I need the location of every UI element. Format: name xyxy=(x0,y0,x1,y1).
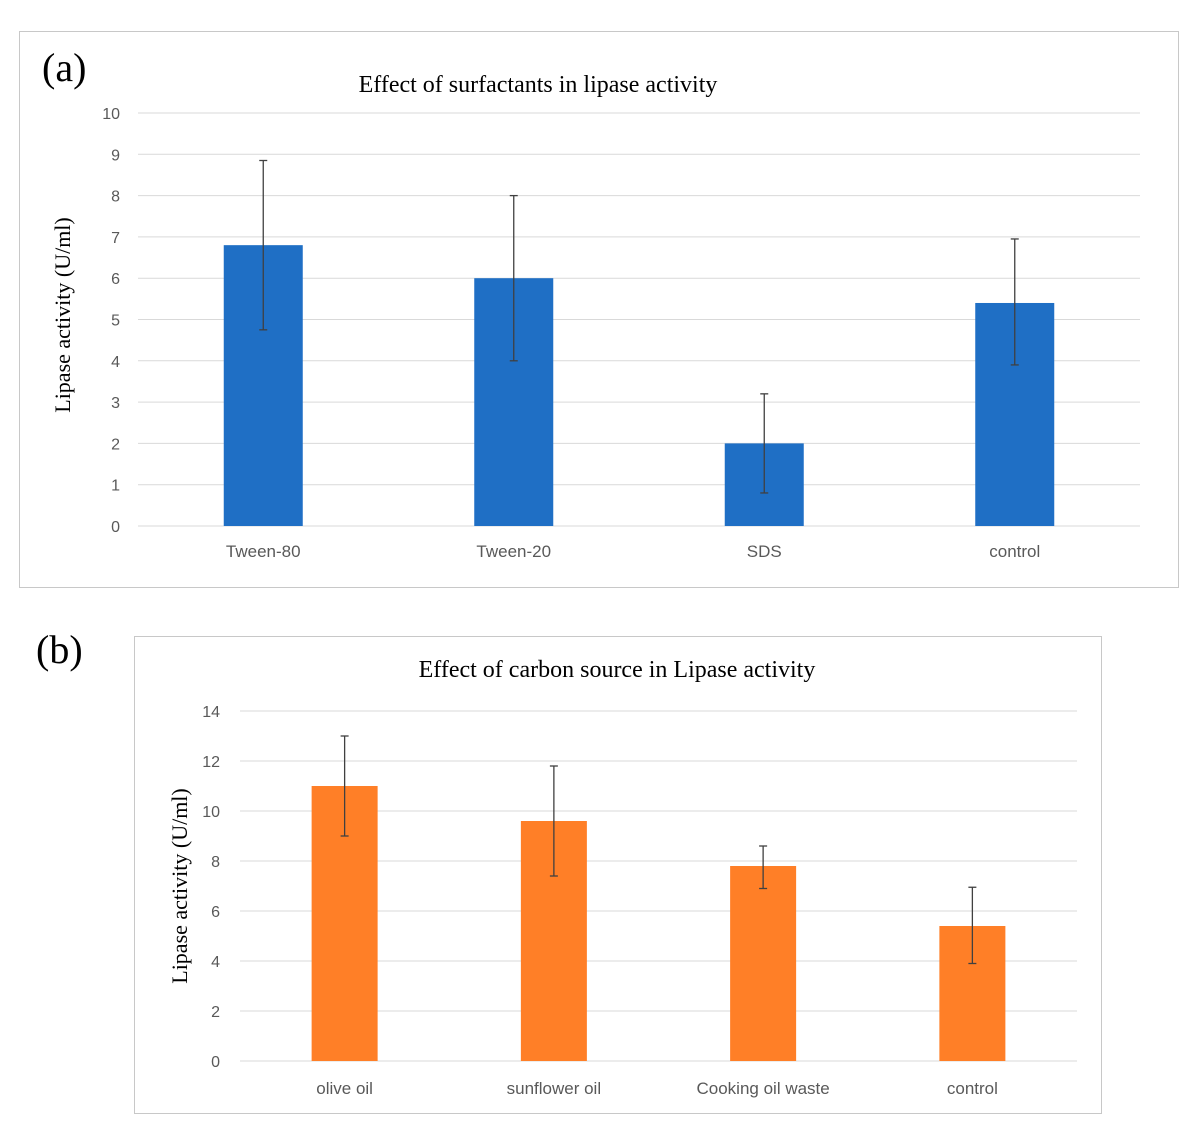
chart-a-y-tick-label: 3 xyxy=(111,395,120,412)
chart-b-y-tick-label: 6 xyxy=(211,904,220,921)
chart-b-y-tick-label: 8 xyxy=(211,854,220,871)
chart-a-title: Effect of surfactants in lipase activity xyxy=(359,72,718,98)
chart-b-title: Effect of carbon source in Lipase activi… xyxy=(419,657,816,683)
chart-b-y-tick-label: 2 xyxy=(211,1004,220,1021)
chart-a-category-label: SDS xyxy=(747,542,782,561)
chart-a-category-label: control xyxy=(989,542,1040,561)
chart-b-category-label: sunflower oil xyxy=(507,1079,602,1098)
chart-a-y-tick-label: 0 xyxy=(111,519,120,536)
chart-b-bar xyxy=(730,866,797,1061)
chart-a-y-axis-label: Lipase activity (U/ml) xyxy=(50,217,75,413)
chart-a-y-tick-label: 4 xyxy=(111,354,120,371)
chart-a-plot-area: 0 1 2 3 4 5 6 7 8 9 10 Tween-80 Tween-20 SDS control xyxy=(102,106,1140,561)
chart-b-category-label: Cooking oil waste xyxy=(697,1079,830,1098)
chart-b-plot-area: 0 2 4 6 8 10 12 14 olive oil sunflower oil Cooking… xyxy=(202,704,1077,1098)
chart-b-y-axis-label: Lipase activity (U/ml) xyxy=(167,788,192,984)
chart-b-y-tick-label: 4 xyxy=(211,954,220,971)
chart-a-category-label: Tween-80 xyxy=(226,542,301,561)
panel-a-letter: (a) xyxy=(42,45,87,90)
chart-b-y-tick-label: 10 xyxy=(202,804,220,821)
chart-a-y-tick-label: 5 xyxy=(111,313,120,330)
chart-a-category-label: Tween-20 xyxy=(476,542,551,561)
chart-a-y-tick-label: 1 xyxy=(111,478,120,495)
chart-a-y-tick-label: 6 xyxy=(111,271,120,288)
chart-a-y-tick-label: 8 xyxy=(111,189,120,206)
chart-a-y-tick-label: 2 xyxy=(111,436,120,453)
chart-b-y-tick-label: 12 xyxy=(202,754,220,771)
panel-b-letter: (b) xyxy=(36,627,83,672)
chart-b-category-label: olive oil xyxy=(316,1079,373,1098)
chart-b-y-tick-label: 0 xyxy=(211,1054,220,1071)
chart-a-y-tick-label: 10 xyxy=(102,106,120,123)
chart-b-y-tick-label: 14 xyxy=(202,704,220,721)
chart-a-y-tick-label: 7 xyxy=(111,230,120,247)
chart-b-category-label: control xyxy=(947,1079,998,1098)
chart-a-y-tick-label: 9 xyxy=(111,147,120,164)
